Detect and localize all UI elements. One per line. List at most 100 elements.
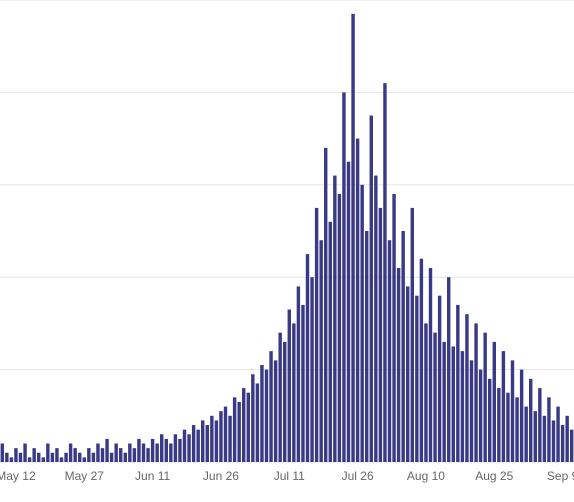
bar[interactable] — [447, 277, 450, 462]
bar[interactable] — [529, 379, 532, 462]
bar[interactable] — [365, 231, 368, 462]
bar[interactable] — [23, 444, 26, 462]
bar[interactable] — [347, 162, 350, 462]
bar[interactable] — [274, 360, 277, 462]
bar[interactable] — [251, 374, 254, 462]
bar[interactable] — [319, 240, 322, 462]
bar[interactable] — [260, 365, 263, 462]
bar[interactable] — [442, 342, 445, 462]
bar[interactable] — [142, 444, 145, 462]
bar[interactable] — [46, 444, 49, 462]
bar[interactable] — [429, 268, 432, 462]
bar[interactable] — [137, 439, 140, 462]
bar[interactable] — [315, 208, 318, 462]
bar[interactable] — [73, 448, 76, 462]
bar[interactable] — [411, 208, 414, 462]
bar[interactable] — [237, 402, 240, 462]
bar[interactable] — [192, 425, 195, 462]
bar[interactable] — [565, 416, 568, 462]
bar[interactable] — [215, 420, 218, 462]
bar[interactable] — [169, 444, 172, 462]
bar[interactable] — [488, 379, 491, 462]
bar[interactable] — [415, 296, 418, 462]
bar[interactable] — [547, 397, 550, 462]
bar[interactable] — [105, 439, 108, 462]
bar[interactable] — [78, 453, 81, 462]
bar[interactable] — [187, 434, 190, 462]
bar[interactable] — [392, 194, 395, 462]
bar[interactable] — [146, 448, 149, 462]
bar[interactable] — [556, 407, 559, 462]
bar[interactable] — [69, 444, 72, 462]
bar[interactable] — [324, 148, 327, 462]
bar[interactable] — [219, 411, 222, 462]
bar[interactable] — [228, 416, 231, 462]
bar[interactable] — [133, 448, 136, 462]
bar[interactable] — [87, 448, 90, 462]
bar[interactable] — [483, 333, 486, 462]
bar[interactable] — [37, 453, 40, 462]
bar[interactable] — [461, 351, 464, 462]
bar[interactable] — [128, 444, 131, 462]
bar[interactable] — [356, 139, 359, 462]
bar[interactable] — [342, 92, 345, 462]
bar[interactable] — [383, 83, 386, 462]
bar[interactable] — [256, 383, 259, 462]
bar[interactable] — [55, 448, 58, 462]
bar[interactable] — [60, 457, 63, 462]
bar[interactable] — [42, 457, 45, 462]
bar[interactable] — [114, 444, 117, 462]
bar[interactable] — [210, 416, 213, 462]
bar[interactable] — [301, 305, 304, 462]
bar[interactable] — [506, 393, 509, 462]
bar[interactable] — [83, 457, 86, 462]
bar[interactable] — [456, 305, 459, 462]
bar[interactable] — [370, 116, 373, 463]
bar[interactable] — [101, 448, 104, 462]
bar[interactable] — [470, 360, 473, 462]
bar[interactable] — [5, 453, 8, 462]
bar[interactable] — [283, 342, 286, 462]
bar[interactable] — [151, 439, 154, 462]
bar[interactable] — [269, 351, 272, 462]
bar[interactable] — [178, 439, 181, 462]
bar[interactable] — [155, 444, 158, 462]
bar[interactable] — [224, 407, 227, 462]
bar[interactable] — [306, 254, 309, 462]
bar[interactable] — [174, 434, 177, 462]
bar[interactable] — [520, 370, 523, 462]
bar[interactable] — [406, 286, 409, 462]
bar[interactable] — [474, 323, 477, 462]
bar[interactable] — [543, 416, 546, 462]
bar[interactable] — [14, 448, 17, 462]
bar[interactable] — [515, 397, 518, 462]
bar[interactable] — [438, 296, 441, 462]
bar[interactable] — [424, 323, 427, 462]
bar[interactable] — [1, 444, 4, 462]
bar[interactable] — [401, 231, 404, 462]
bar[interactable] — [124, 453, 127, 462]
bar[interactable] — [160, 434, 163, 462]
bar[interactable] — [201, 420, 204, 462]
bar[interactable] — [247, 393, 250, 462]
bar[interactable] — [570, 430, 573, 462]
bar[interactable] — [420, 259, 423, 462]
bar[interactable] — [351, 14, 354, 462]
bar[interactable] — [19, 453, 22, 462]
bar[interactable] — [333, 176, 336, 462]
bar[interactable] — [388, 240, 391, 462]
bar[interactable] — [288, 310, 291, 462]
bar[interactable] — [360, 185, 363, 462]
bar[interactable] — [51, 453, 54, 462]
bar[interactable] — [538, 388, 541, 462]
bar[interactable] — [165, 439, 168, 462]
bar[interactable] — [278, 333, 281, 462]
bar[interactable] — [242, 388, 245, 462]
bar[interactable] — [479, 370, 482, 462]
bar[interactable] — [28, 457, 31, 462]
bar[interactable] — [465, 314, 468, 462]
bar[interactable] — [493, 342, 496, 462]
bar[interactable] — [110, 453, 113, 462]
bar[interactable] — [10, 457, 13, 462]
bar[interactable] — [265, 370, 268, 462]
